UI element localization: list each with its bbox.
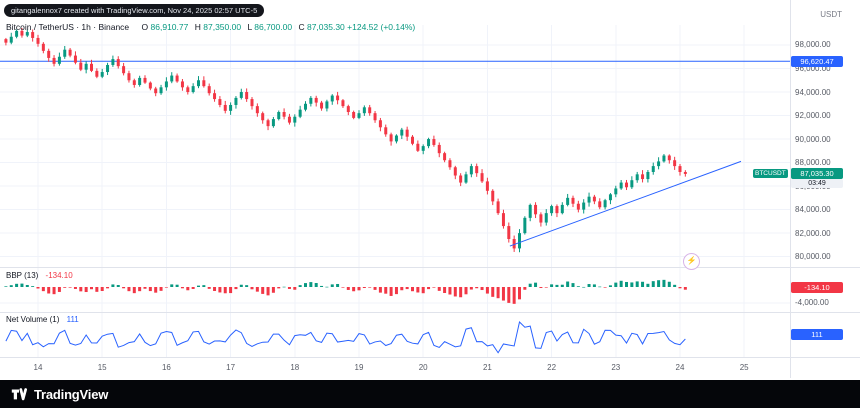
last-price-badge: 87,035.30	[791, 168, 843, 180]
low-value: 86,700.00	[254, 22, 293, 32]
price-tick-label: 90,000.00	[795, 134, 831, 144]
tradingview-wordmark[interactable]: TradingView	[34, 386, 109, 402]
close-label: C	[298, 22, 305, 32]
time-tick-label: 14	[33, 363, 43, 372]
time-tick-label: 20	[418, 363, 428, 372]
time-tick-label: 22	[547, 363, 557, 372]
bbp-axis-tick-label: -4,000.00	[795, 298, 829, 307]
price-tick-label: 82,000.00	[795, 228, 831, 238]
symbol-legend: Bitcoin / TetherUS · 1h · Binance O 86,9…	[6, 22, 415, 32]
price-tick-label: 92,000.00	[795, 111, 831, 121]
price-tick-label: 96,000.00	[795, 64, 831, 73]
time-axis[interactable]: 14 15 16 17 18 19 20 21 22 23 24 25	[0, 358, 790, 378]
price-tick-label: 84,000.00	[795, 205, 831, 215]
open-value: 86,910.77	[150, 22, 189, 32]
hline-price-badge[interactable]: 96,620.47	[791, 55, 843, 67]
symbol-title[interactable]: Bitcoin / TetherUS · 1h · Binance	[6, 22, 130, 32]
footer-bar: TradingView	[0, 380, 860, 408]
high-value: 87,350.00	[203, 22, 242, 32]
low-label: L	[247, 22, 252, 32]
symbol-price-tag: BTCUSDT	[753, 169, 788, 179]
net-volume-value-badge: 111	[791, 329, 843, 340]
time-tick-label: 21	[482, 363, 492, 372]
time-tick-label: 17	[226, 363, 236, 372]
open-label: O	[141, 22, 149, 32]
quote-currency-label: USDT	[820, 10, 842, 19]
time-tick-label: 18	[290, 363, 300, 372]
tradingview-logo-icon[interactable]	[10, 385, 28, 403]
price-tick-label: 94,000.00	[795, 87, 831, 97]
net-volume-value: 111	[66, 315, 79, 324]
bbp-value: -134.10	[45, 271, 73, 280]
time-tick-label: 19	[354, 363, 364, 372]
high-label: H	[194, 22, 201, 32]
time-tick-label: 23	[611, 363, 621, 372]
time-tick-label: 25	[739, 363, 749, 372]
bbp-label[interactable]: BBP (13)	[6, 271, 39, 280]
net-volume-indicator-legend: Net Volume (1) 111	[6, 315, 79, 324]
time-tick-label: 24	[675, 363, 685, 372]
net-volume-label[interactable]: Net Volume (1)	[6, 315, 60, 324]
price-tick-label: 98,000.00	[795, 40, 831, 50]
flash-icon[interactable]: ⚡	[683, 253, 700, 270]
bbp-value-badge: -134.10	[791, 282, 843, 293]
attribution-badge: gitangalennox7 created with TradingView.…	[4, 4, 265, 17]
bbp-indicator-legend: BBP (13) -134.10	[6, 271, 73, 280]
change-value: +124.52 (+0.14%)	[347, 22, 416, 32]
bar-countdown: 03:49	[791, 179, 843, 189]
close-value: 87,035.30	[306, 22, 345, 32]
price-tick-label: 88,000.00	[795, 158, 831, 168]
time-tick-label: 16	[161, 363, 171, 372]
time-tick-label: 15	[97, 363, 107, 372]
price-tick-label: 80,000.00	[795, 252, 831, 262]
